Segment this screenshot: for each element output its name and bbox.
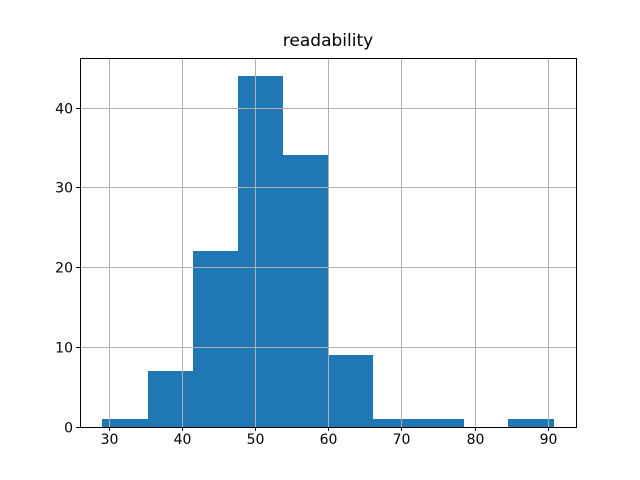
y-tick-label: 40 xyxy=(55,102,73,118)
histogram-bar xyxy=(418,419,464,427)
histogram-bar xyxy=(283,155,328,427)
y-tick-label: 0 xyxy=(64,421,73,437)
x-tick-label: 90 xyxy=(540,432,558,448)
y-tick-label: 30 xyxy=(55,181,73,197)
y-tick-label: 20 xyxy=(55,261,73,277)
histogram-bar xyxy=(238,76,283,427)
histogram-bar xyxy=(102,419,148,427)
y-tick-label: 10 xyxy=(55,341,73,357)
histogram-bar xyxy=(508,419,554,427)
histogram-bar xyxy=(373,419,418,427)
chart-title: readability xyxy=(282,31,374,51)
x-tick-label: 70 xyxy=(393,432,411,448)
x-tick-label: 30 xyxy=(101,432,119,448)
x-tick-label: 60 xyxy=(320,432,338,448)
histogram-bar xyxy=(193,251,238,427)
x-tick-label: 80 xyxy=(467,432,485,448)
x-tick-label: 50 xyxy=(247,432,265,448)
x-tick-label: 40 xyxy=(174,432,192,448)
histogram-bar xyxy=(328,355,373,427)
histogram-bar xyxy=(148,371,193,427)
